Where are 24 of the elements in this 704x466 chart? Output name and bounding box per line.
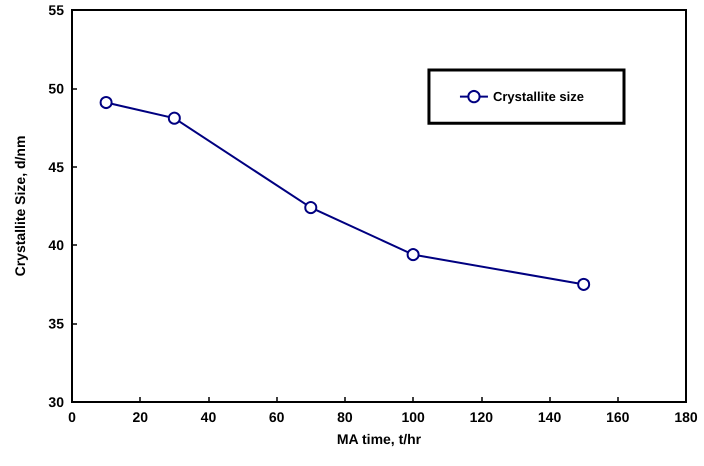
point	[304, 201, 318, 214]
y-tick-label: 40	[48, 237, 64, 254]
y-tick-label: 35	[48, 316, 64, 332]
point	[100, 96, 113, 110]
x-axis-title: MA time, t/hr	[336, 431, 422, 447]
x-tick-label: 20	[132, 409, 148, 425]
x-tick-label: 100	[401, 409, 426, 425]
point	[168, 112, 181, 125]
x-tick-label: 80	[337, 409, 353, 425]
x-tick-label: 160	[606, 409, 630, 425]
y-axis-title: Crystallite Size, d/nm	[12, 136, 28, 276]
y-tick-label: 45	[48, 158, 64, 175]
x-tick-label: 180	[674, 409, 698, 425]
y-tick-label: 30	[48, 394, 64, 410]
legend-label: Crystallite size	[492, 89, 584, 104]
x-tick-label: 120	[470, 409, 494, 425]
x-tick-label: 140	[538, 409, 562, 425]
point	[577, 278, 590, 291]
x-tick-label: 60	[268, 409, 285, 425]
y-tick-label: 55	[48, 2, 64, 18]
point	[406, 248, 420, 262]
x-tick-label: 40	[200, 409, 216, 425]
x-tick-label: 0	[68, 409, 76, 425]
y-tick-label: 50	[48, 80, 64, 96]
